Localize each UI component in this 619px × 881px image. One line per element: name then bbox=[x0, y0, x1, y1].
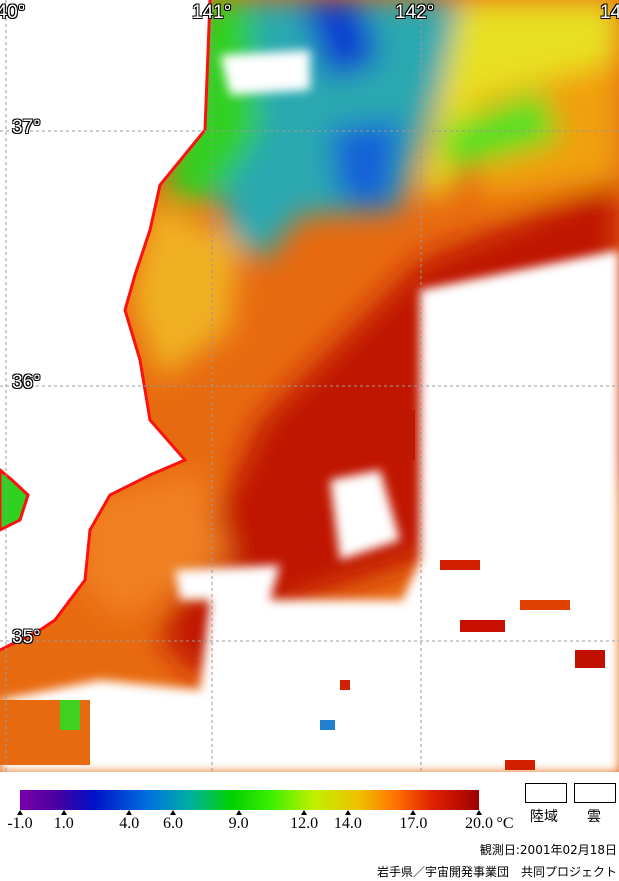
cloud-gap-speckles bbox=[0, 410, 605, 770]
temperature-colorbar bbox=[20, 790, 479, 810]
longitude-label-140: 140° bbox=[0, 2, 26, 23]
colorbar-tick-label: 9.0 bbox=[228, 815, 249, 832]
colorbar-tick-label: 1.0 bbox=[53, 815, 74, 832]
colorbar-tick-label: -1.0 bbox=[7, 815, 33, 832]
colorbar-tick bbox=[17, 810, 23, 815]
colorbar-tick bbox=[170, 810, 176, 815]
cloud-swatch bbox=[574, 783, 616, 803]
coastline bbox=[0, 0, 212, 652]
colorbar-tick-label: 14.0 bbox=[333, 815, 362, 832]
land-swatch bbox=[525, 783, 567, 803]
colorbar-tick bbox=[126, 810, 133, 815]
land-label: 陸域 bbox=[530, 809, 558, 825]
colorbar-tick-label: 4.0 bbox=[119, 815, 140, 832]
latitude-label-37: 37° bbox=[12, 117, 41, 138]
cloud-label: 雲 bbox=[587, 809, 601, 825]
sea-surface-temperature-map bbox=[0, 0, 619, 772]
longitude-label-141: 141° bbox=[192, 2, 232, 23]
colorbar-tick-label: 12.0 bbox=[290, 815, 319, 832]
colorbar-tick bbox=[301, 810, 308, 815]
observation-date: 観測日:2001年02月18日 bbox=[479, 843, 617, 857]
colorbar-tick bbox=[344, 810, 351, 815]
colorbar-tick-label: 6.0 bbox=[163, 815, 183, 832]
colorbar-tick bbox=[235, 810, 242, 815]
colorbar-tick-label: 20.0 bbox=[465, 815, 493, 832]
longitude-label-142: 142° bbox=[395, 2, 435, 23]
colorbar-tick bbox=[476, 810, 482, 815]
longitude-label-143: 143° bbox=[600, 2, 619, 23]
colorbar-tick bbox=[60, 810, 67, 815]
colorbar-tick-label: 17.0 bbox=[399, 815, 428, 832]
unit-label: °C bbox=[496, 815, 514, 832]
colorbar-tick bbox=[410, 810, 417, 815]
latitude-label-35: 35° bbox=[12, 627, 41, 648]
credit-text: 岩手県／宇宙開発事業団 共同プロジェクト bbox=[376, 865, 617, 879]
island bbox=[0, 468, 30, 532]
latitude-label-36: 36° bbox=[12, 372, 41, 393]
graticule bbox=[0, 0, 619, 772]
